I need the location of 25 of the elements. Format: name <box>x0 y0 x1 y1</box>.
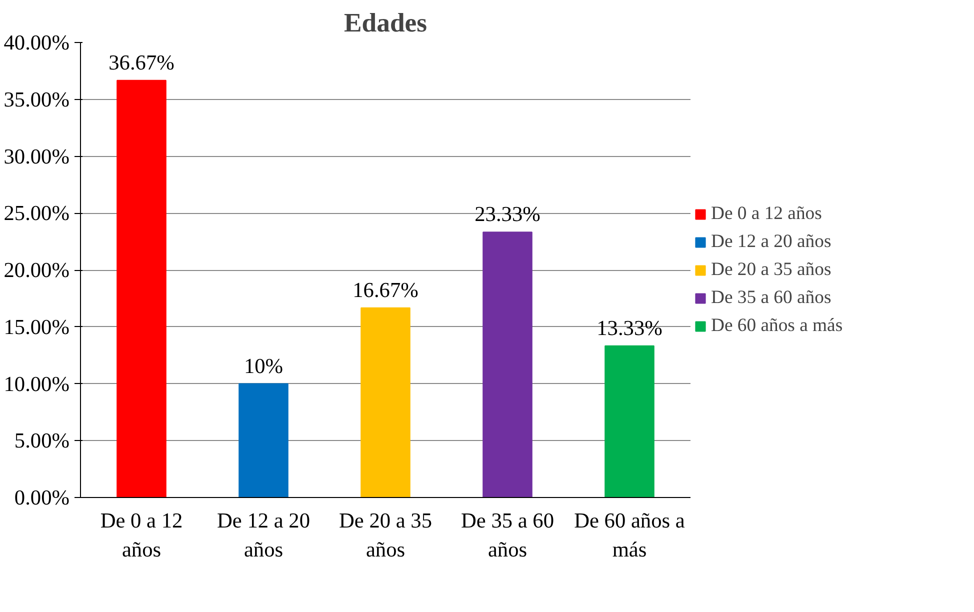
data-label: 16.67% <box>352 278 419 302</box>
x-tick-label: De 35 a 60 años <box>461 508 554 562</box>
legend-label: De 60 años a más <box>711 314 843 336</box>
y-tick-label: 40.00% <box>4 30 70 54</box>
legend-label: De 0 a 12 años <box>711 202 822 224</box>
legend-label: De 12 a 20 años <box>711 230 832 252</box>
x-tick-label: De 60 años a más <box>574 508 686 562</box>
legend-label: De 20 a 35 años <box>711 258 832 280</box>
chart-title: Edades <box>344 8 427 38</box>
y-tick-label: 0.00% <box>14 486 70 510</box>
y-tick-label: 25.00% <box>4 201 70 226</box>
x-tick-label: De 20 a 35 años <box>339 508 432 562</box>
data-label: 13.33% <box>596 316 663 340</box>
x-tick-label: De 0 a 12 años <box>100 508 183 562</box>
y-tick-label: 20.00% <box>4 258 70 282</box>
y-tick-label: 35.00% <box>4 87 70 112</box>
data-label: 36.67% <box>108 50 175 74</box>
x-tick-label: De 12 a 20 años <box>217 508 310 562</box>
y-tick-label: 10.00% <box>4 372 70 396</box>
legend-label: De 35 a 60 años <box>711 286 832 308</box>
y-tick-label: 15.00% <box>4 314 70 339</box>
data-label: 23.33% <box>474 202 541 226</box>
y-tick-label: 5.00% <box>14 428 70 453</box>
y-tick-label: 30.00% <box>4 144 70 168</box>
data-label: 10% <box>244 354 284 378</box>
